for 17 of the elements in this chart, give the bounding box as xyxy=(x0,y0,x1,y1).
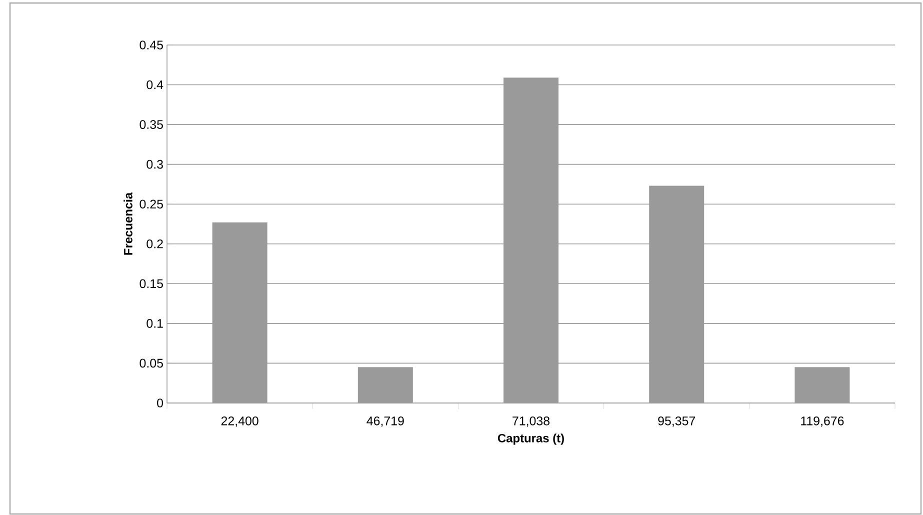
x-tick-label: 119,676 xyxy=(801,416,844,427)
y-axis-title: Frecuencia xyxy=(124,192,132,255)
x-tick-label: 46,719 xyxy=(366,416,404,427)
y-tick-label: 0.15 xyxy=(140,279,163,288)
y-tick-label: 0.3 xyxy=(146,160,163,169)
x-tick-label: 71,038 xyxy=(512,416,550,427)
x-tick-label: 22,400 xyxy=(221,416,258,427)
y-tick-label: 0.45 xyxy=(140,40,163,50)
y-tick-label: 0.2 xyxy=(146,239,163,248)
x-axis-title: Capturas (t) xyxy=(498,434,564,445)
y-tick-label: 0 xyxy=(157,398,163,408)
y-tick-label: 0.35 xyxy=(140,120,163,129)
y-tick-label: 0.1 xyxy=(146,319,163,328)
y-tick-label: 0.05 xyxy=(140,358,163,368)
y-tick-label: 0.25 xyxy=(140,200,163,209)
y-tick-label: 0.4 xyxy=(146,80,164,90)
x-tick-label: 95,357 xyxy=(658,416,696,427)
